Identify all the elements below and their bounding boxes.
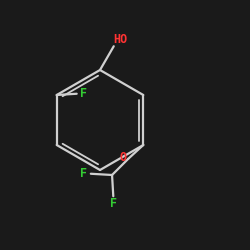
- Text: F: F: [110, 197, 117, 210]
- Text: HO: HO: [113, 33, 127, 46]
- Text: F: F: [80, 167, 87, 180]
- Text: O: O: [119, 151, 126, 164]
- Text: F: F: [80, 87, 87, 100]
